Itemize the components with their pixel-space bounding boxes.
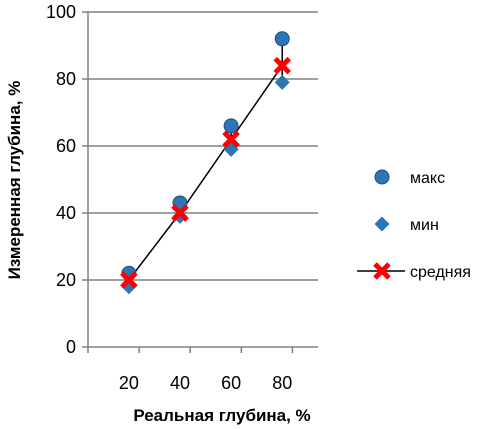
- legend-label: макс: [410, 170, 445, 187]
- point-circle: [223, 118, 239, 134]
- cross-stroke: [373, 262, 391, 280]
- point-cross: [222, 130, 240, 149]
- x-tick-label: 60: [221, 373, 241, 393]
- legend-marker-diamond: [374, 216, 390, 232]
- y-axis-title: Измеренная глубина, %: [5, 81, 24, 280]
- legend: макс мин средняя: [357, 169, 471, 281]
- y-tick-label: 60: [56, 136, 76, 156]
- x-tick-label: 80: [272, 373, 292, 393]
- point-circle: [274, 31, 290, 47]
- y-tick-label: 80: [56, 69, 76, 89]
- cross-stroke: [273, 56, 291, 75]
- legend-label: средняя: [410, 264, 471, 281]
- y-tick-label: 20: [56, 270, 76, 290]
- y-tick-label: 40: [56, 203, 76, 223]
- cross-stroke: [120, 271, 138, 289]
- point-cross: [273, 56, 291, 75]
- legend-marker-circle: [374, 169, 390, 185]
- x-axis-title: Реальная глубина, %: [133, 406, 310, 425]
- legend-marker-cross: [373, 262, 391, 280]
- x-tick-label: 40: [170, 373, 190, 393]
- x-tick-label: 20: [119, 373, 139, 393]
- average-line: [128, 65, 283, 281]
- y-tick-label: 0: [66, 337, 76, 357]
- legend-label: мин: [410, 217, 439, 234]
- point-diamond: [274, 74, 290, 90]
- tick-labels: 0 20 40 60 80 100 20 40 60 80: [46, 2, 292, 393]
- cross-stroke: [171, 204, 189, 222]
- point-cross: [120, 271, 138, 289]
- plot-area: [120, 31, 291, 295]
- cross-stroke: [222, 130, 240, 149]
- y-tick-label: 100: [46, 2, 76, 22]
- axes: [87, 12, 318, 348]
- point-cross: [171, 204, 189, 222]
